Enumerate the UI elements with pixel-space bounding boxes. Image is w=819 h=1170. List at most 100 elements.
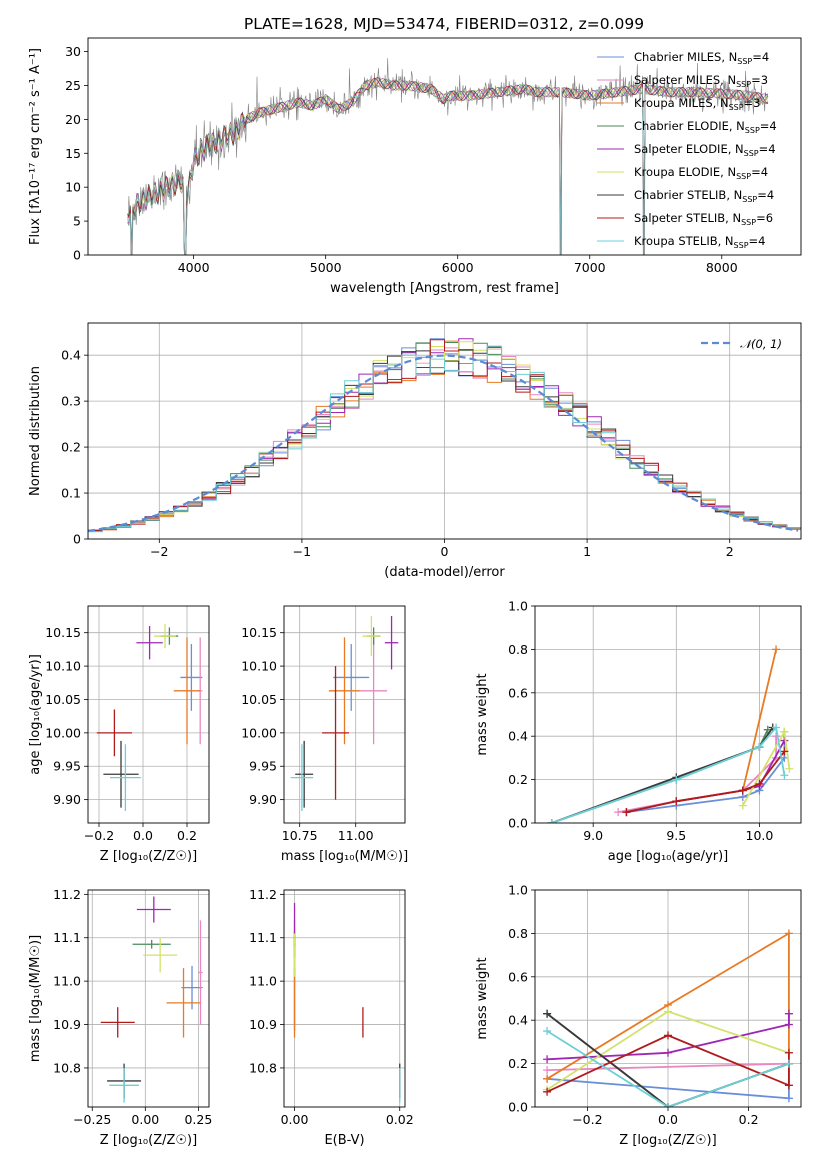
legend-nssp-prefix: , N (729, 119, 745, 133)
errorbar-point (154, 624, 176, 649)
errorbar-point (333, 644, 370, 711)
weight-vs-z-xtick-label: 0.2 (739, 1112, 759, 1127)
errorbar-point (360, 637, 388, 745)
errorbar-point (181, 965, 203, 1010)
age-vs-mass-ytick-label: 10.10 (241, 659, 277, 674)
mass-vs-z-plot-area (88, 890, 209, 1107)
residuals-ytick-label: 0.2 (61, 440, 81, 455)
legend-nssp-value: =3 (744, 96, 761, 110)
legend-nssp-value: =4 (749, 234, 766, 248)
legend-nssp-prefix: , N (721, 50, 737, 64)
weight-vs-age-xtick-label: 10.0 (746, 828, 774, 843)
errorbar-point (136, 896, 171, 923)
spectrum-xtick-label: 8000 (706, 260, 738, 275)
weight-vs-z-ytick-label: 0.2 (508, 1056, 528, 1071)
mass-vs-z-ytick-label: 11.0 (53, 974, 81, 989)
weight-marker (785, 764, 794, 773)
spectrum-ytick-label: 15 (65, 146, 81, 161)
residuals-legend: 𝒩(0, 1) (701, 337, 782, 351)
age-vs-z-ylabel: age [log₁₀(age/yr)] (28, 654, 43, 775)
mass-vs-ebv-ytick-label: 11.2 (249, 887, 277, 902)
weight-marker (755, 743, 764, 752)
weight-marker (614, 808, 623, 817)
mass-vs-z-ylabel: mass [log₁₀(M/M☉)] (28, 935, 43, 1062)
legend-model-name: Kroupa MILES (634, 96, 713, 110)
normal-distribution-curve (88, 354, 799, 532)
legend-entry: Chabrier STELIB, NSSP=4 (634, 188, 774, 204)
legend-entry: Chabrier MILES, NSSP=4 (634, 50, 769, 66)
weight-series (543, 1031, 793, 1096)
legend-nssp-value: =4 (751, 165, 768, 179)
legend-nssp-sub: SSP (729, 103, 744, 112)
mass-vs-ebv-frame (283, 889, 406, 1108)
errorbar-point (295, 740, 314, 808)
errorbar-point (109, 1067, 139, 1103)
errorbar-point (96, 709, 132, 757)
errorbar-point (110, 744, 141, 811)
age-vs-z-xlabel: Z [log₁₀(Z/Z☉)] (100, 849, 197, 864)
weight-vs-age-xtick-label: 9.0 (583, 828, 603, 843)
weight-line (546, 1030, 790, 1107)
residuals-ytick-label: 0.4 (61, 348, 81, 363)
weight-line (547, 1062, 789, 1071)
legend-nssp-prefix: , N (725, 211, 741, 225)
weight-vs-z-ytick-label: 0.0 (508, 1100, 528, 1115)
age-vs-z-xtick-label: 0.2 (177, 828, 197, 843)
weight-vs-z-ytick-label: 1.0 (508, 883, 528, 898)
age-vs-mass-ytick-label: 10.05 (241, 692, 277, 707)
age-vs-mass-axes: 10.75 11.00 9.90 9.95 10.00 10.05 10.10 10.15 ma… (241, 605, 408, 864)
legend-nssp-sub: SSP (737, 57, 752, 66)
legend-nssp-sub: SSP (742, 195, 757, 204)
weight-vs-z-plot-area (535, 890, 801, 1107)
legend-nssp-sub: SSP (734, 241, 749, 250)
weight-vs-age-ytick-label: 0.8 (508, 642, 528, 657)
legend-entry: Kroupa ELODIE, NSSP=4 (634, 165, 768, 181)
residuals-ylabel: Normed distribution (28, 366, 43, 496)
weight-marker (543, 1055, 552, 1064)
age-vs-mass-plot-area (284, 606, 405, 823)
legend-entry: Salpeter MILES, NSSP=3 (634, 73, 768, 89)
spectrum-ytick-label: 20 (65, 112, 81, 127)
legend-entry: 𝒩(0, 1) (740, 337, 782, 351)
model-spectrum-line (127, 78, 769, 255)
mass-vs-ebv-ytick-label: 11.1 (249, 930, 277, 945)
weight-marker (664, 1007, 672, 1016)
mass-vs-z-xtick-label: 0.00 (131, 1112, 159, 1127)
age-vs-mass-ytick-label: 9.95 (249, 759, 277, 774)
weight-vs-z-xtick-label: 0.0 (658, 1112, 678, 1127)
weight-vs-z-xtick-label: −0.2 (572, 1112, 602, 1127)
weight-vs-age-ytick-label: 0.0 (508, 816, 528, 831)
weight-vs-z-axes: −0.2 0.0 0.2 0.0 0.2 0.4 0.6 0.8 1.0 Z [log₁₀(Z/Z… (475, 883, 802, 1148)
errorbar-point (384, 616, 399, 670)
mass-vs-ebv-ytick-label: 10.9 (249, 1017, 277, 1032)
errorbar-point (166, 968, 201, 1038)
legend-model-name: Kroupa ELODIE (634, 165, 720, 179)
spectrum-frame (87, 37, 802, 256)
weight-vs-age-plot-area (535, 606, 801, 823)
legend-model-name: Salpeter STELIB (634, 211, 725, 225)
weight-marker (772, 723, 781, 732)
errorbar-point (173, 637, 201, 745)
weight-vs-age-xtick-label: 9.5 (666, 828, 686, 843)
residual-histogram (88, 339, 801, 539)
legend-nssp-value: =6 (756, 211, 773, 225)
spectrum-ytick-label: 25 (65, 78, 81, 93)
weight-line (546, 1034, 790, 1093)
legend-nssp-value: =3 (751, 73, 768, 87)
errorbar-point (103, 740, 139, 808)
weight-marker (664, 1031, 672, 1040)
spectrum-ytick-label: 5 (73, 214, 81, 229)
weight-series (622, 747, 789, 817)
model-spectrum-line (127, 78, 769, 255)
weight-vs-z-ytick-label: 0.8 (508, 926, 528, 941)
age-vs-z-ytick-label: 10.15 (45, 625, 81, 640)
legend-model-name: Salpeter MILES (634, 73, 720, 87)
errorbar-point (100, 1007, 135, 1038)
weight-marker (622, 808, 631, 817)
weight-vs-age-xlabel: age [log₁₀(age/yr)] (608, 849, 729, 864)
legend-entry: Salpeter ELODIE, NSSP=4 (634, 142, 776, 158)
weight-marker (772, 732, 781, 741)
legend-model-name: Salpeter ELODIE (634, 142, 728, 156)
weight-series (543, 1027, 793, 1107)
